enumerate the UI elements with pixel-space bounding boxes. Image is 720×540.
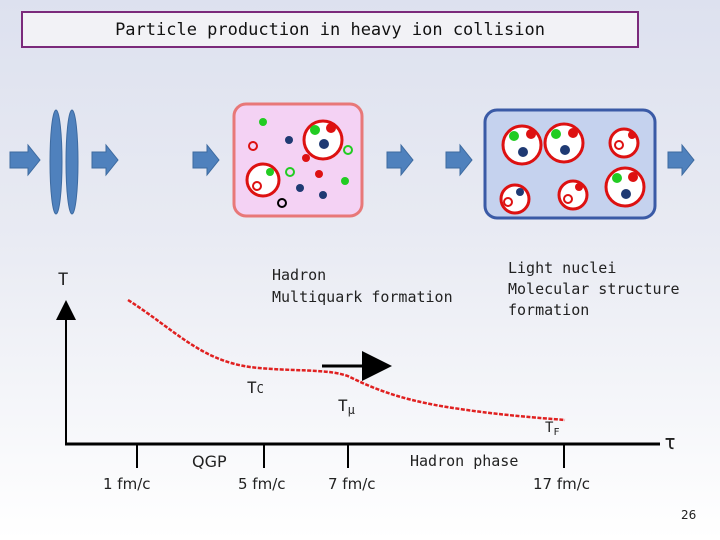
hadron-phase-label: Hadron phase xyxy=(410,452,519,470)
page-number: 26 xyxy=(681,508,697,522)
tf-label-main: T xyxy=(545,420,554,436)
tf-label-sub: F xyxy=(553,427,560,438)
hadron-label-line1: Hadron xyxy=(272,266,327,284)
tau-label: τ xyxy=(664,430,677,454)
nucleus-right-icon xyxy=(65,109,79,215)
tick-label-1fm: 1 fm/c xyxy=(103,475,151,493)
flow-arrow-1 xyxy=(9,143,41,177)
flow-arrow-5 xyxy=(445,143,473,177)
y-axis-label: T xyxy=(58,270,69,290)
flow-arrow-6 xyxy=(667,143,695,177)
light-nuclei-label: Light nuclei Molecular structure formati… xyxy=(508,258,680,321)
tick-label-17fm: 17 fm/c xyxy=(533,475,591,493)
tmu-label-sub: μ xyxy=(347,403,355,417)
light-nuclei-label-line3: formation xyxy=(508,301,590,319)
temperature-curve xyxy=(127,298,566,422)
tc-label: TC xyxy=(247,378,264,397)
slide-title: Particle production in heavy ion collisi… xyxy=(115,19,545,40)
tick-label-5fm: 5 fm/c xyxy=(238,475,286,493)
tc-label-main: T xyxy=(247,378,257,397)
flow-arrow-2 xyxy=(91,143,119,177)
hadron-stage-box xyxy=(232,102,364,218)
light-nuclei-label-line2: Molecular structure xyxy=(508,280,680,298)
flow-arrow-3 xyxy=(192,143,220,177)
flow-arrow-4 xyxy=(386,143,414,177)
tmu-label-main: T xyxy=(338,396,348,415)
light-nuclei-label-line1: Light nuclei xyxy=(508,259,617,277)
qgp-label: QGP xyxy=(192,452,227,471)
tick-label-7fm: 7 fm/c xyxy=(328,475,376,493)
tmu-label: Tμ xyxy=(338,396,355,417)
tc-label-sub: C xyxy=(256,382,264,396)
hadron-label: Hadron Multiquark formation xyxy=(272,264,453,308)
hadron-label-line2: Multiquark formation xyxy=(272,288,453,306)
title-box: Particle production in heavy ion collisi… xyxy=(21,11,639,48)
hadron-stage-particles xyxy=(245,118,353,208)
nucleus-left-icon xyxy=(49,109,63,215)
tf-label: TF xyxy=(545,420,559,438)
light-nuclei-stage-particles xyxy=(499,122,646,215)
